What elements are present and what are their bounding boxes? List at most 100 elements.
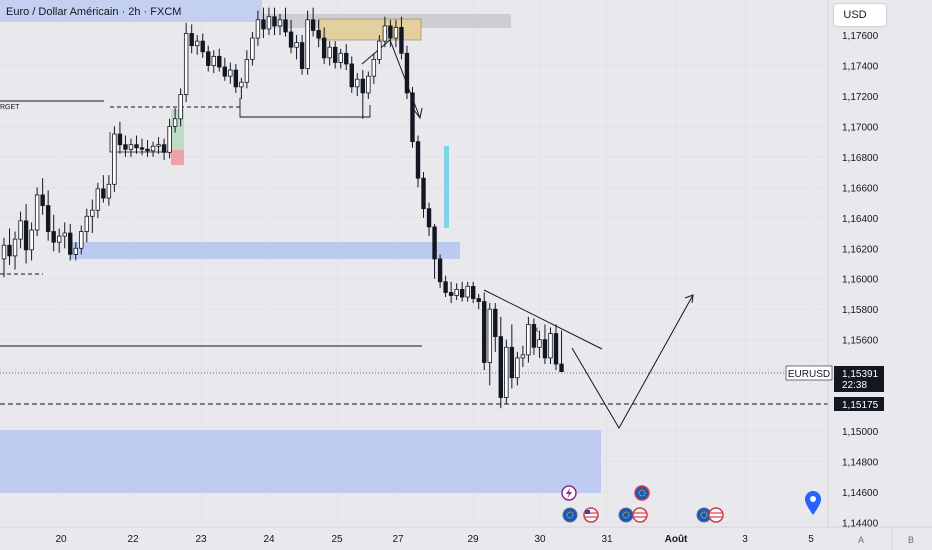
x-tick-labels: 20 22 23 24 25 27 29 30 31 Août 3 5	[55, 534, 814, 545]
y-tick-label: 1,15600	[842, 336, 879, 347]
current-price-tag	[834, 366, 884, 392]
y-tick-labels: 1,17600 1,17400 1,17200 1,17000 1,16800 1,166…	[842, 31, 879, 529]
candle	[233, 63, 239, 93]
candle	[426, 202, 432, 237]
candle	[189, 24, 194, 54]
us-flag-event-icon[interactable]	[708, 507, 724, 523]
candle	[73, 242, 78, 261]
candle	[139, 138, 145, 156]
candle	[150, 141, 156, 157]
y-tick-label: 1,17200	[842, 92, 879, 103]
y-tick-label: 1,14600	[842, 488, 879, 499]
top-left-blue-zone	[0, 0, 262, 22]
candle	[161, 138, 167, 160]
candle	[90, 199, 95, 234]
eu-flag-event-icon[interactable]	[562, 507, 578, 523]
candle	[310, 7, 316, 37]
annotation-zones	[0, 0, 601, 493]
level-price-tag	[834, 397, 884, 411]
x-tick-label: 22	[127, 534, 139, 545]
candle	[404, 45, 410, 100]
candle	[493, 303, 498, 352]
candle	[470, 281, 476, 304]
candle	[123, 135, 128, 157]
scale-button-a[interactable]: A	[858, 535, 865, 545]
x-tick-label: 31	[601, 534, 613, 545]
y-tick-label: 1,17400	[842, 61, 879, 72]
candle	[526, 316, 531, 363]
projection-path	[571, 294, 694, 430]
candle	[156, 137, 161, 154]
candle	[134, 135, 139, 154]
symbol-tag-label: EURUSD	[788, 369, 830, 380]
candle	[338, 48, 343, 69]
candle	[7, 228, 12, 266]
candle	[167, 118, 172, 159]
candle	[217, 48, 222, 72]
candle	[520, 345, 526, 368]
location-pin-icon[interactable]	[805, 491, 821, 515]
candle	[421, 172, 426, 218]
candle	[84, 208, 89, 243]
candle	[106, 175, 112, 206]
y-tick-label: 1,14400	[842, 518, 879, 529]
currency-button[interactable]: USD	[834, 4, 886, 26]
y-tick-label: 1,14800	[842, 458, 879, 469]
level-price-value: 1,15175	[842, 400, 879, 411]
eu-flag-event-icon[interactable]	[618, 507, 634, 523]
economic-events[interactable]	[561, 485, 821, 523]
candle	[559, 330, 564, 373]
bracket-left	[109, 132, 168, 153]
candle	[548, 327, 553, 365]
eu-flag-event-icon[interactable]	[634, 485, 650, 501]
candle	[250, 31, 255, 66]
candle	[228, 62, 233, 84]
chart-title: Euro / Dollar Américain · 2h · FXCM	[6, 6, 182, 18]
candle	[360, 70, 365, 119]
candle	[316, 19, 321, 48]
candle	[172, 108, 178, 133]
candle	[68, 223, 73, 261]
projection-arrowhead	[684, 294, 694, 304]
candle	[200, 33, 205, 58]
x-tick-label: 3	[742, 534, 748, 545]
candle	[393, 19, 399, 48]
candle	[40, 178, 45, 215]
arrowhead-top	[413, 107, 423, 120]
candle	[272, 7, 277, 36]
candle	[294, 35, 299, 60]
candle	[366, 71, 371, 100]
candle	[432, 223, 437, 279]
price-tags: EURUSD 1,15391 22:38 1,15175	[785, 365, 884, 411]
us-flag-event-icon[interactable]	[583, 507, 599, 523]
candle	[244, 50, 250, 89]
candle	[344, 44, 349, 71]
lightning-event-icon[interactable]	[561, 485, 577, 501]
candle	[459, 281, 465, 302]
tan-order-block	[318, 18, 422, 41]
us-flag-event-icon[interactable]	[632, 507, 648, 523]
candle	[239, 77, 244, 100]
y-tick-label: 1,17000	[842, 122, 879, 133]
x-tick-label: 29	[467, 534, 479, 545]
x-tick-label: 20	[55, 534, 67, 545]
candle	[29, 222, 34, 261]
target-label: RGET	[0, 104, 20, 111]
candle	[145, 140, 150, 157]
y-tick-label: 1,16000	[842, 275, 879, 286]
scale-button-b[interactable]: B	[908, 535, 915, 545]
candle	[62, 222, 67, 249]
candle	[382, 16, 388, 48]
candle-countdown: 22:38	[842, 380, 867, 391]
candle	[553, 324, 559, 371]
candle	[1, 237, 7, 278]
candle	[277, 13, 283, 36]
y-tick-label: 1,16200	[842, 244, 879, 255]
x-tick-label: 27	[392, 534, 404, 545]
candle	[327, 41, 332, 66]
candle	[57, 228, 62, 253]
candle	[183, 22, 189, 103]
candle	[515, 351, 520, 386]
x-tick-label: 25	[331, 534, 343, 545]
